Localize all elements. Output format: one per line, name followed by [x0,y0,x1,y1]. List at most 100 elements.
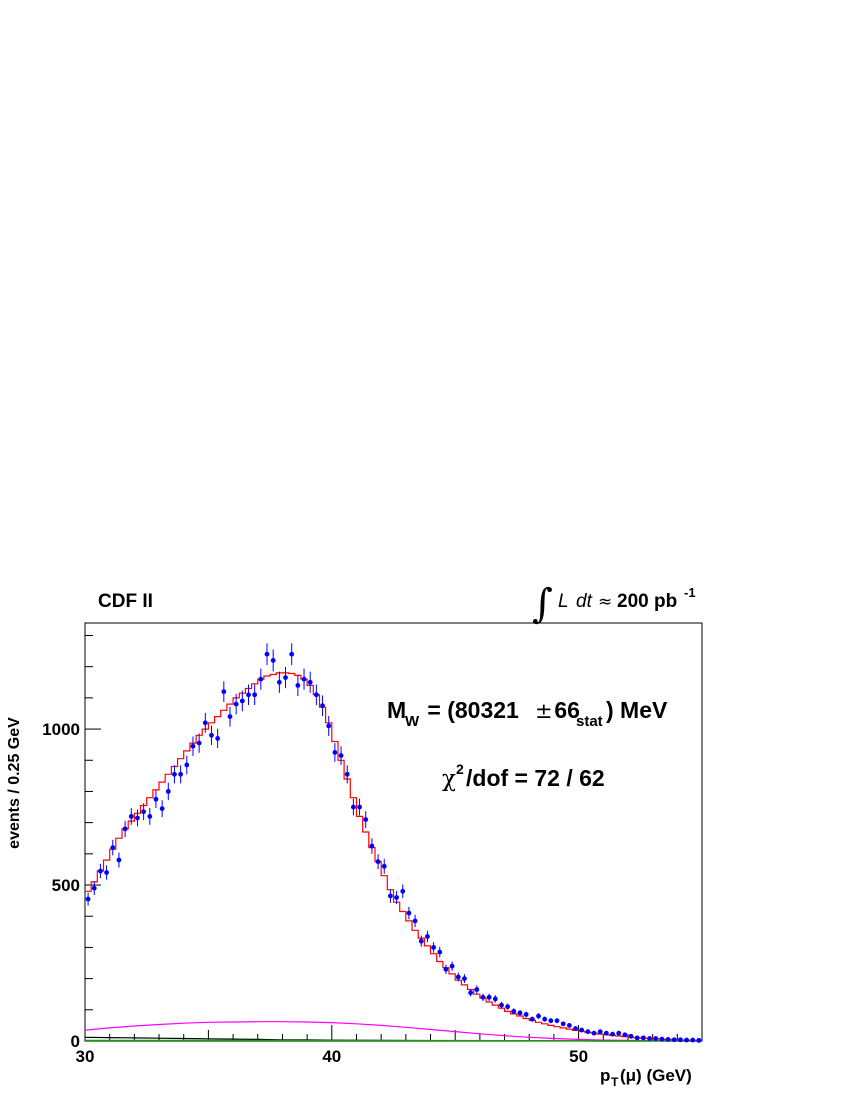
data-marker [542,1016,548,1022]
experiment-label: CDF II [98,591,153,612]
data-point [634,1035,640,1041]
data-marker [573,1026,578,1031]
data-marker [628,1033,634,1039]
data-marker [295,682,301,688]
data-marker [610,1031,615,1037]
data-marker [98,868,103,874]
data-point [647,1036,652,1041]
data-marker [449,963,455,969]
data-marker [585,1029,591,1035]
data-point [400,884,406,899]
data-point [270,649,276,672]
x-axis-label-main: p [600,1066,610,1085]
plot-frame [84,622,703,1042]
data-point [443,964,449,974]
data-marker [165,789,171,794]
data-point [264,643,270,666]
data-marker [548,1018,554,1024]
x-tick-label: 30 [76,1047,95,1066]
data-marker [529,1016,535,1022]
y-tick-label: 0 [71,1032,80,1051]
mass-annotation: M W = (80321 ± 66 stat ) MeV [387,697,668,730]
x-tick-label: 50 [569,1047,588,1066]
lumi-approx: ≈ [598,592,612,612]
data-marker [233,701,239,707]
data-point [412,914,418,928]
data-marker [320,703,325,709]
data-marker [437,949,443,955]
data-marker [684,1037,689,1043]
y-axis-label: events / 0.25 GeV [6,717,23,849]
data-point [406,906,412,920]
data-point [252,684,258,706]
data-point [221,681,227,702]
data-marker [85,896,91,902]
luminosity-label: ∫ L dt ≈ 200 pb -1 [532,581,696,627]
data-marker [647,1036,652,1041]
data-point [147,807,153,825]
series-layer [84,643,703,1043]
data-point [165,782,171,801]
data-point [116,852,122,868]
data-marker [363,817,369,822]
data-marker [431,945,437,950]
data-marker [344,771,350,777]
data-marker [239,698,245,704]
data-point [603,1030,609,1036]
data-point [104,865,109,880]
data-marker [462,976,467,982]
mass-suffix: ) MeV [606,697,668,723]
data-point [190,736,196,756]
data-point [468,988,474,997]
data-marker [252,692,258,698]
x-axis-label-paren: (μ) (GeV) [620,1066,692,1085]
data-point [523,1011,529,1018]
data-marker [246,692,251,698]
data-point [418,935,424,947]
data-point [135,809,140,827]
data-point [388,889,393,903]
data-marker [579,1027,585,1033]
data-point [671,1037,677,1043]
data-point [542,1016,548,1022]
data-point [437,946,443,958]
chi2-chi: χ [442,766,456,792]
chi2-text: /dof = 72 / 62 [466,765,605,791]
data-point [320,695,325,716]
data-point [585,1029,591,1035]
x-tick-label: 40 [322,1047,341,1066]
data-marker [209,732,214,738]
data-point [622,1032,628,1038]
data-marker [505,1004,511,1010]
data-marker [307,679,313,685]
data-marker [270,658,276,663]
data-point [505,1003,511,1010]
data-point [313,684,319,706]
data-point [425,930,430,943]
data-marker [332,750,338,755]
mass-pm: ± [535,699,553,723]
data-marker [640,1035,646,1041]
data-point [696,1037,702,1043]
data-point [449,961,455,971]
data-marker [338,753,344,758]
data-point [178,765,184,784]
data-point [462,974,467,983]
mass-sub: W [405,713,420,730]
data-point [610,1031,615,1037]
data-marker [313,692,319,698]
data-point [172,765,177,784]
lumi-exponent: -1 [684,585,696,600]
data-marker [147,814,153,819]
data-point [560,1021,566,1027]
data-marker [116,857,122,863]
data-marker [258,676,264,682]
data-point [227,706,233,727]
data-marker [425,934,430,939]
data-point [499,1001,504,1009]
data-marker [671,1037,677,1043]
data-point [307,671,313,693]
data-marker [418,938,424,944]
mass-mid: = (80321 [421,697,519,723]
